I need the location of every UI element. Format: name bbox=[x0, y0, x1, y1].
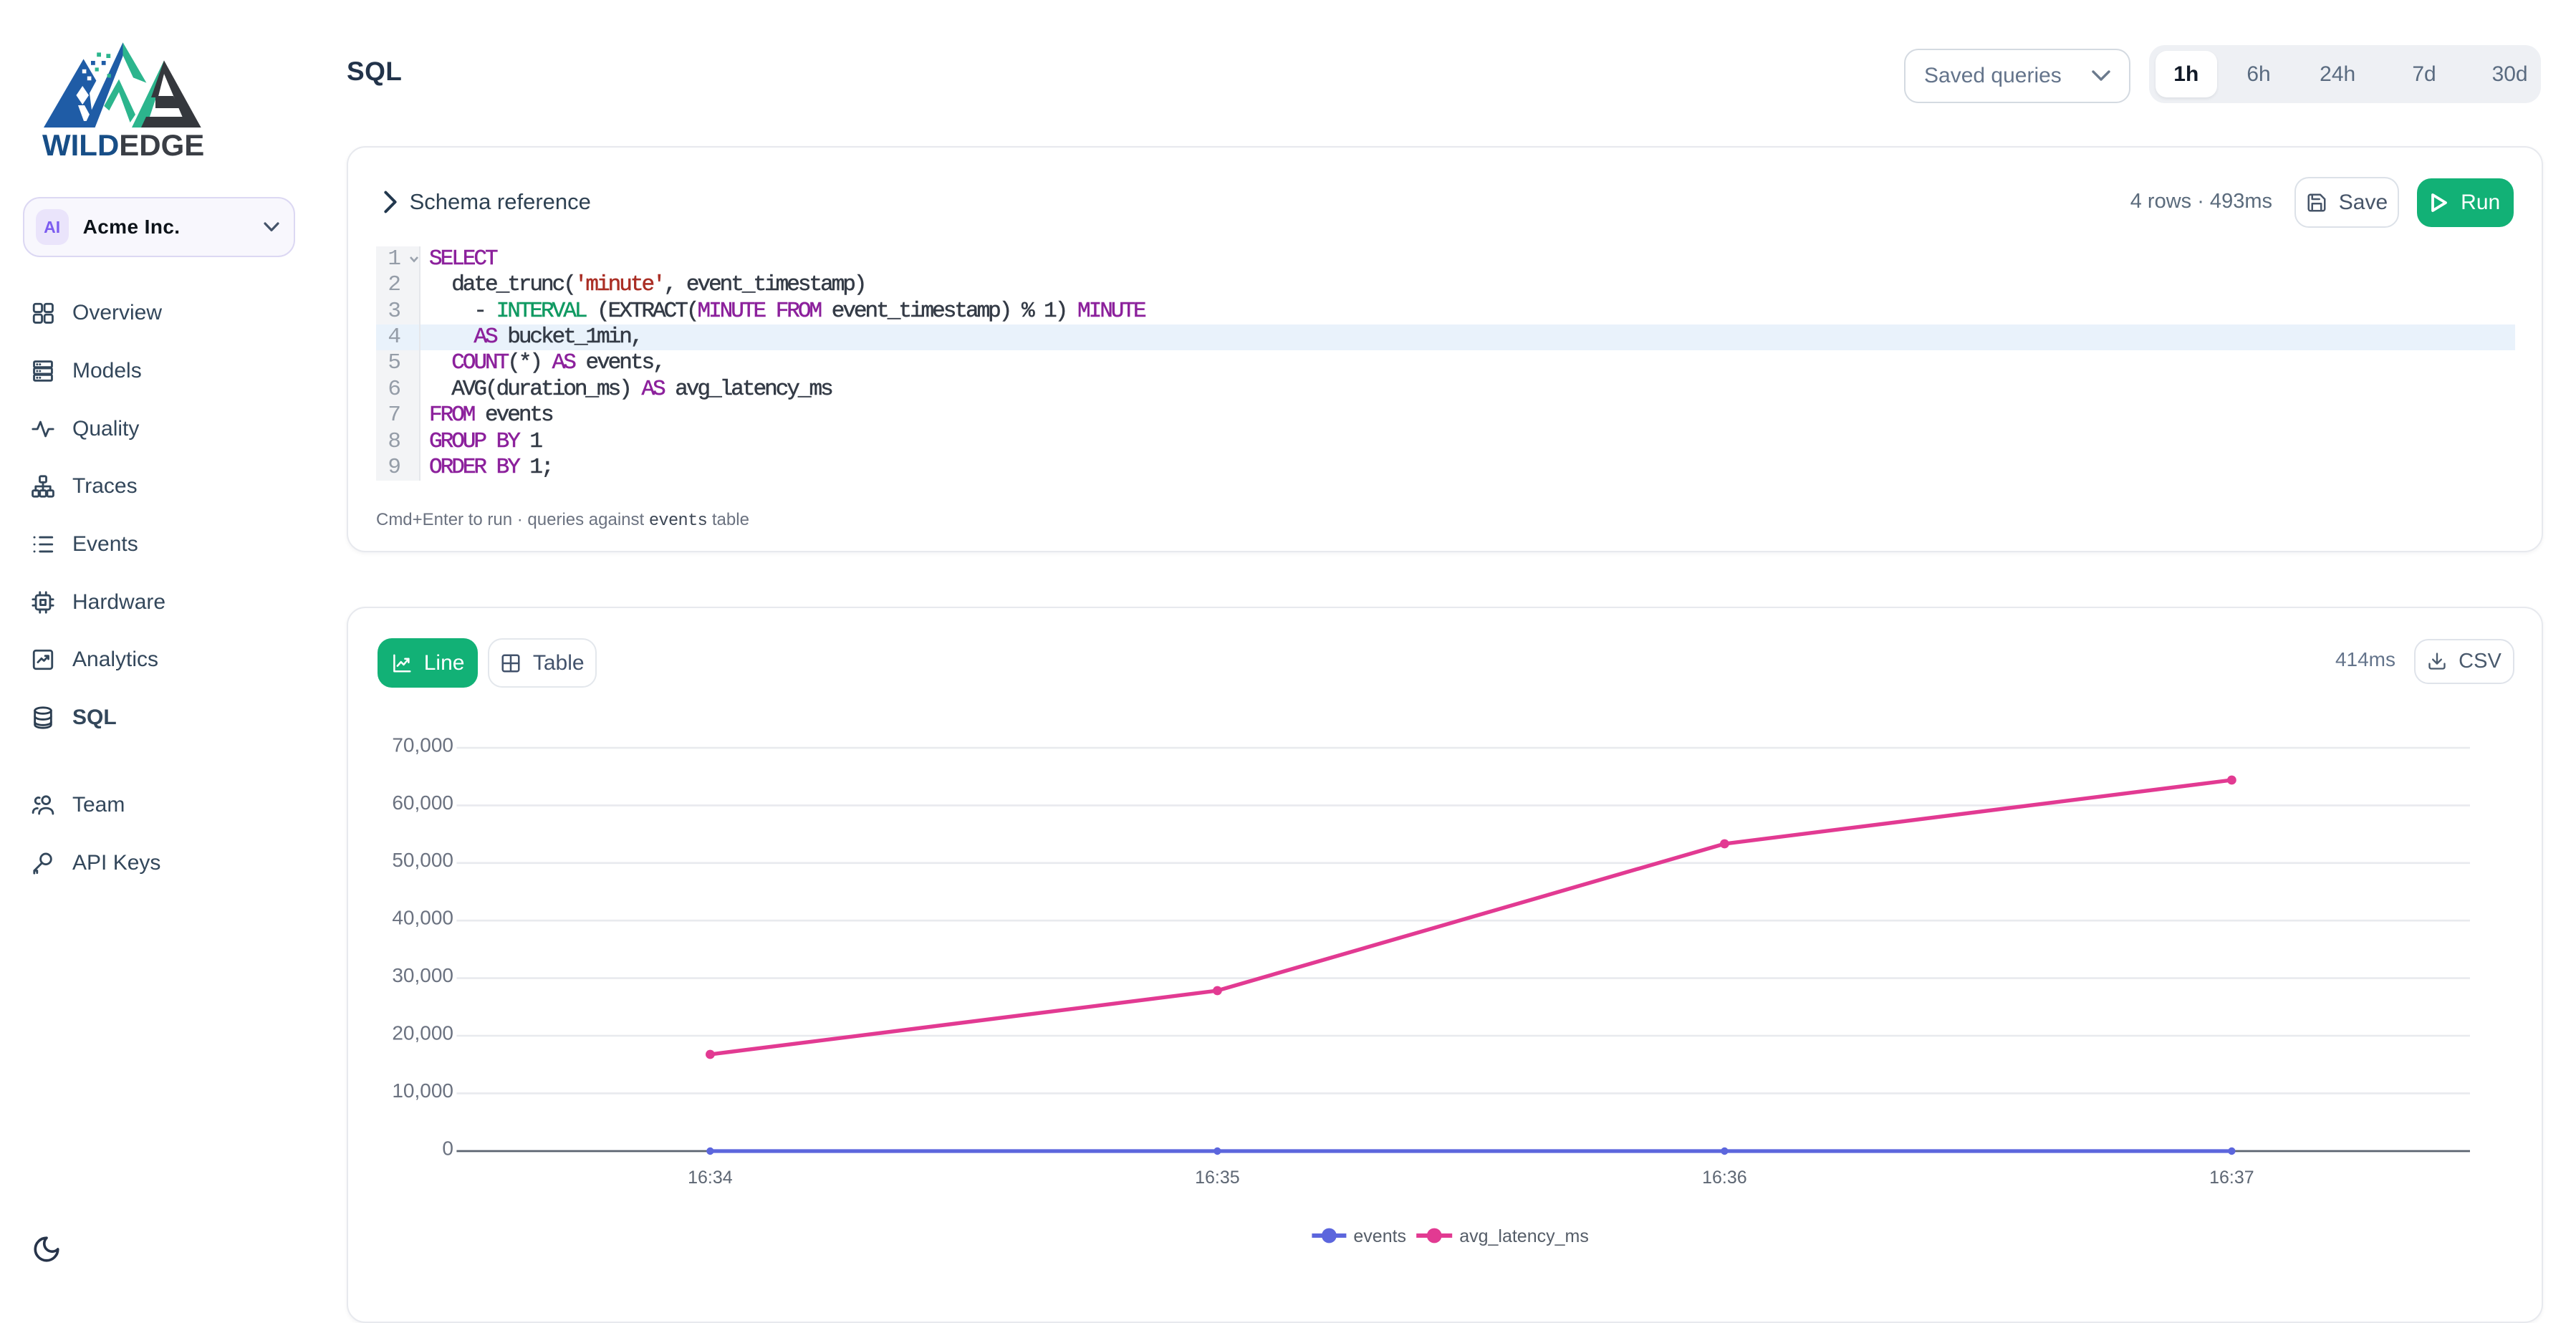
svg-text:70,000: 70,000 bbox=[392, 733, 453, 756]
svg-text:60,000: 60,000 bbox=[392, 792, 453, 814]
svg-text:40,000: 40,000 bbox=[392, 907, 453, 929]
svg-text:16:34: 16:34 bbox=[688, 1168, 733, 1188]
svg-text:16:36: 16:36 bbox=[1702, 1168, 1747, 1188]
svg-text:0: 0 bbox=[442, 1137, 453, 1159]
svg-text:50,000: 50,000 bbox=[392, 849, 453, 871]
svg-text:16:35: 16:35 bbox=[1195, 1168, 1240, 1188]
svg-text:30,000: 30,000 bbox=[392, 964, 453, 986]
svg-text:16:37: 16:37 bbox=[2209, 1168, 2254, 1188]
svg-text:20,000: 20,000 bbox=[392, 1021, 453, 1044]
svg-text:events: events bbox=[1353, 1226, 1406, 1246]
svg-text:avg_latency_ms: avg_latency_ms bbox=[1459, 1226, 1589, 1246]
svg-text:10,000: 10,000 bbox=[392, 1079, 453, 1102]
